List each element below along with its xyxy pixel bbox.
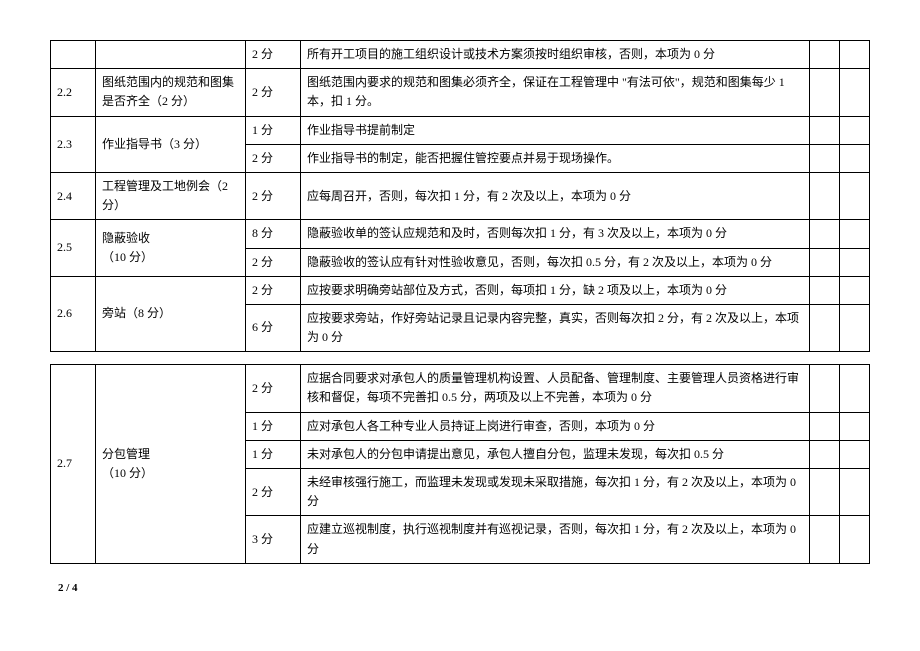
cell-blank <box>840 172 870 219</box>
table-row: 2.7 分包管理 （10 分） 2 分 应据合同要求对承包人的质量管理机构设置、… <box>51 365 870 412</box>
cell-blank <box>810 116 840 144</box>
cell-score: 1 分 <box>246 412 301 440</box>
cell-no <box>51 41 96 69</box>
cell-score: 2 分 <box>246 365 301 412</box>
cell-blank <box>810 412 840 440</box>
rubric-table-1: 2 分 所有开工项目的施工组织设计或技术方案须按时组织审核，否则，本项为 0 分… <box>50 40 870 352</box>
cell-score: 2 分 <box>246 276 301 304</box>
cell-blank <box>810 276 840 304</box>
cell-blank <box>840 516 870 563</box>
cell-title: 分包管理 （10 分） <box>96 365 246 564</box>
cell-score: 1 分 <box>246 116 301 144</box>
page-number: 2 / 4 <box>58 582 870 594</box>
cell-no: 2.7 <box>51 365 96 564</box>
cell-blank <box>810 69 840 116</box>
cell-desc: 未经审核强行施工，而监理未发现或发现未采取措施，每次扣 1 分，有 2 次及以上… <box>301 469 810 516</box>
cell-blank <box>810 220 840 248</box>
cell-blank <box>810 365 840 412</box>
cell-score: 8 分 <box>246 220 301 248</box>
cell-desc: 作业指导书的制定，能否把握住管控要点并易于现场操作。 <box>301 144 810 172</box>
cell-blank <box>840 365 870 412</box>
cell-desc: 隐蔽验收单的签认应规范和及时，否则每次扣 1 分，有 3 次及以上，本项为 0 … <box>301 220 810 248</box>
cell-desc: 应对承包人各工种专业人员持证上岗进行审查，否则，本项为 0 分 <box>301 412 810 440</box>
cell-blank <box>810 469 840 516</box>
cell-blank <box>840 69 870 116</box>
cell-blank <box>810 248 840 276</box>
cell-blank <box>840 248 870 276</box>
table-row: 2.2 图纸范围内的规范和图集是否齐全（2 分） 2 分 图纸范围内要求的规范和… <box>51 69 870 116</box>
cell-blank <box>810 41 840 69</box>
cell-title: 工程管理及工地例会（2 分） <box>96 172 246 219</box>
cell-no: 2.3 <box>51 116 96 172</box>
cell-no: 2.5 <box>51 220 96 276</box>
cell-title <box>96 41 246 69</box>
cell-desc: 应按要求明确旁站部位及方式，否则，每项扣 1 分，缺 2 项及以上，本项为 0 … <box>301 276 810 304</box>
cell-score: 3 分 <box>246 516 301 563</box>
cell-no: 2.6 <box>51 276 96 352</box>
cell-title: 隐蔽验收 （10 分） <box>96 220 246 276</box>
cell-desc: 图纸范围内要求的规范和图集必须齐全，保证在工程管理中 "有法可依"，规范和图集每… <box>301 69 810 116</box>
cell-desc: 作业指导书提前制定 <box>301 116 810 144</box>
cell-score: 2 分 <box>246 469 301 516</box>
cell-score: 2 分 <box>246 248 301 276</box>
cell-score: 2 分 <box>246 41 301 69</box>
cell-title: 作业指导书（3 分） <box>96 116 246 172</box>
cell-blank <box>840 144 870 172</box>
cell-score: 2 分 <box>246 144 301 172</box>
cell-blank <box>840 412 870 440</box>
table-row: 2.3 作业指导书（3 分） 1 分 作业指导书提前制定 <box>51 116 870 144</box>
cell-blank <box>810 440 840 468</box>
cell-desc: 应按要求旁站，作好旁站记录且记录内容完整，真实，否则每次扣 2 分，有 2 次及… <box>301 304 810 351</box>
table-row: 2.4 工程管理及工地例会（2 分） 2 分 应每周召开，否则，每次扣 1 分，… <box>51 172 870 219</box>
cell-desc: 应据合同要求对承包人的质量管理机构设置、人员配备、管理制度、主要管理人员资格进行… <box>301 365 810 412</box>
cell-blank <box>840 220 870 248</box>
cell-title: 旁站（8 分） <box>96 276 246 352</box>
cell-blank <box>810 144 840 172</box>
cell-title: 图纸范围内的规范和图集是否齐全（2 分） <box>96 69 246 116</box>
table-row: 2 分 所有开工项目的施工组织设计或技术方案须按时组织审核，否则，本项为 0 分 <box>51 41 870 69</box>
cell-blank <box>840 440 870 468</box>
cell-score: 1 分 <box>246 440 301 468</box>
cell-desc: 隐蔽验收的签认应有针对性验收意见，否则，每次扣 0.5 分，有 2 次及以上，本… <box>301 248 810 276</box>
cell-desc: 未对承包人的分包申请提出意见，承包人擅自分包，监理未发现，每次扣 0.5 分 <box>301 440 810 468</box>
cell-no: 2.2 <box>51 69 96 116</box>
cell-desc: 应建立巡视制度，执行巡视制度并有巡视记录，否则，每次扣 1 分，有 2 次及以上… <box>301 516 810 563</box>
cell-desc: 应每周召开，否则，每次扣 1 分，有 2 次及以上，本项为 0 分 <box>301 172 810 219</box>
cell-blank <box>810 172 840 219</box>
rubric-table-2: 2.7 分包管理 （10 分） 2 分 应据合同要求对承包人的质量管理机构设置、… <box>50 364 870 564</box>
cell-blank <box>810 304 840 351</box>
cell-score: 6 分 <box>246 304 301 351</box>
cell-score: 2 分 <box>246 69 301 116</box>
cell-blank <box>840 41 870 69</box>
cell-blank <box>840 469 870 516</box>
table-row: 2.6 旁站（8 分） 2 分 应按要求明确旁站部位及方式，否则，每项扣 1 分… <box>51 276 870 304</box>
cell-blank <box>810 516 840 563</box>
cell-blank <box>840 116 870 144</box>
cell-no: 2.4 <box>51 172 96 219</box>
cell-blank <box>840 304 870 351</box>
table-row: 2.5 隐蔽验收 （10 分） 8 分 隐蔽验收单的签认应规范和及时，否则每次扣… <box>51 220 870 248</box>
cell-desc: 所有开工项目的施工组织设计或技术方案须按时组织审核，否则，本项为 0 分 <box>301 41 810 69</box>
cell-blank <box>840 276 870 304</box>
cell-score: 2 分 <box>246 172 301 219</box>
